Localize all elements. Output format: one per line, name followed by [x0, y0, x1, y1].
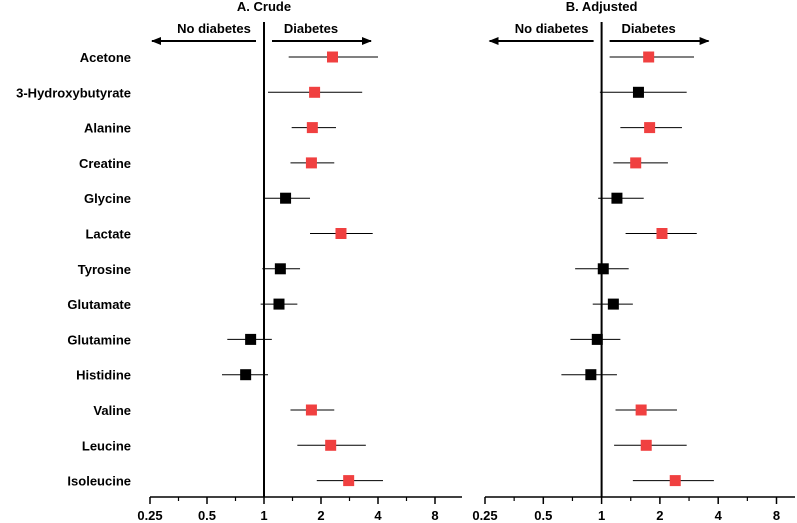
- x-tick-label: 0.5: [534, 508, 552, 523]
- diabetes-label: Diabetes: [621, 21, 675, 36]
- point-estimate: [305, 404, 317, 416]
- x-tick-label: 0.25: [472, 508, 497, 523]
- point-estimate: [305, 157, 317, 169]
- x-tick-label: 4: [715, 508, 723, 523]
- point-estimate: [643, 51, 655, 63]
- point-estimate: [343, 475, 355, 487]
- x-tick-label: 0.5: [198, 508, 216, 523]
- metabolite-label: Glutamate: [67, 297, 131, 312]
- point-estimate: [607, 298, 619, 310]
- point-estimate: [669, 475, 681, 487]
- x-tick-label: 1: [260, 508, 267, 523]
- point-estimate: [630, 157, 642, 169]
- point-estimate: [274, 263, 286, 275]
- metabolite-label: Leucine: [82, 438, 131, 453]
- metabolite-label: Acetone: [80, 50, 131, 65]
- x-tick-label: 2: [317, 508, 324, 523]
- x-tick-label: 0.25: [137, 508, 162, 523]
- x-tick-label: 1: [598, 508, 605, 523]
- point-estimate: [273, 298, 285, 310]
- point-estimate: [326, 51, 338, 63]
- point-estimate: [325, 439, 337, 451]
- x-tick-label: 8: [431, 508, 438, 523]
- point-estimate: [280, 192, 292, 204]
- panel-title: A. Crude: [237, 0, 291, 14]
- point-estimate: [306, 122, 318, 134]
- point-estimate: [644, 122, 656, 134]
- point-estimate: [656, 228, 668, 239]
- x-tick-label: 4: [374, 508, 382, 523]
- point-estimate: [640, 439, 652, 451]
- no-diabetes-label: No diabetes: [177, 21, 251, 36]
- metabolite-label: Histidine: [76, 368, 131, 383]
- panel-title: B. Adjusted: [566, 0, 638, 14]
- x-tick-label: 8: [773, 508, 780, 523]
- point-estimate: [635, 404, 647, 416]
- metabolite-label: Isoleucine: [67, 474, 131, 489]
- point-estimate: [335, 228, 347, 239]
- x-tick-label: 2: [656, 508, 663, 523]
- point-estimate: [240, 369, 252, 381]
- metabolite-label: Creatine: [79, 156, 131, 171]
- metabolite-label: Glycine: [84, 191, 131, 206]
- point-estimate: [597, 263, 609, 275]
- metabolite-label: Lactate: [85, 227, 131, 242]
- point-estimate: [591, 333, 603, 345]
- point-estimate: [632, 86, 644, 98]
- panel-adjusted: B. Adjusted No diabetes Diabetes 0.25 0.5 1 2 4…: [472, 0, 795, 523]
- point-estimate: [309, 86, 321, 98]
- point-estimate: [611, 192, 623, 204]
- no-diabetes-label: No diabetes: [515, 21, 589, 36]
- point-estimate: [245, 333, 257, 345]
- metabolite-label: Valine: [93, 403, 131, 418]
- panel-crude: A. Crude No diabetes Diabetes 0.25 0.5 1 2 4 8 Ac…: [16, 0, 462, 523]
- point-estimate: [585, 369, 597, 381]
- metabolite-label: 3-Hydroxybutyrate: [16, 85, 131, 100]
- metabolite-label: Alanine: [84, 121, 131, 136]
- metabolite-label: Glutamine: [67, 332, 131, 347]
- diabetes-label: Diabetes: [284, 21, 338, 36]
- metabolite-label: Tyrosine: [78, 262, 131, 277]
